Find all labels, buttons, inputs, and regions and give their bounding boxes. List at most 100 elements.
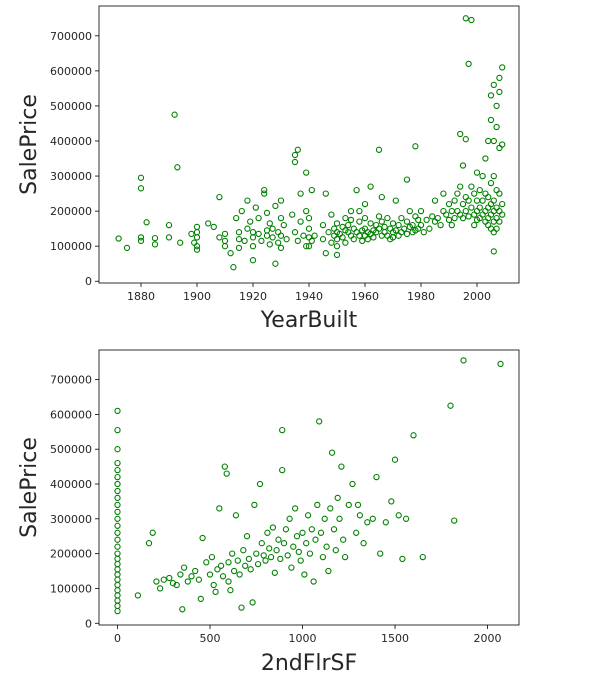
data-point: [203, 559, 210, 566]
data-point: [275, 536, 282, 543]
data-point: [445, 200, 453, 208]
data-point: [258, 540, 265, 547]
data-point: [391, 456, 399, 463]
data-point: [490, 137, 497, 145]
data-point: [166, 574, 173, 582]
data-point: [384, 232, 391, 239]
data-point: [381, 229, 388, 236]
data-point: [330, 526, 338, 533]
data-point: [217, 562, 225, 569]
data-point: [349, 480, 356, 488]
data-point: [210, 223, 217, 231]
data-point: [114, 576, 121, 583]
data-point: [485, 137, 492, 145]
data-point: [459, 162, 467, 169]
y-tick-label: 300000: [50, 513, 92, 526]
data-point: [350, 225, 357, 232]
data-point: [169, 580, 177, 587]
data-point: [338, 463, 345, 470]
data-point: [454, 207, 461, 215]
data-point: [426, 225, 433, 232]
data-point: [445, 216, 453, 224]
data-point: [350, 236, 357, 243]
data-point: [137, 185, 145, 192]
data-point: [114, 571, 121, 578]
data-point: [487, 92, 495, 99]
data-point: [440, 207, 447, 215]
data-point: [342, 239, 349, 246]
data-point: [347, 216, 355, 224]
data-point: [249, 257, 257, 264]
data-point: [252, 204, 259, 211]
data-point: [205, 220, 212, 227]
y-tick-label: 200000: [50, 205, 92, 218]
data-point: [284, 552, 291, 559]
data-point: [447, 402, 454, 409]
data-point: [242, 562, 249, 569]
data-point: [332, 547, 339, 554]
data-point: [339, 223, 346, 231]
data-point: [328, 239, 335, 246]
data-point: [415, 216, 422, 224]
data-point: [227, 250, 234, 257]
data-point: [279, 426, 286, 434]
x-axis-title: 2ndFlrSF: [261, 651, 357, 676]
data-point: [482, 190, 489, 197]
data-point: [354, 501, 362, 509]
data-point: [256, 480, 264, 488]
data-point: [451, 197, 458, 204]
data-point: [188, 230, 195, 238]
data-point: [232, 512, 240, 519]
data-point: [145, 540, 153, 547]
data-point: [490, 207, 497, 215]
data-point: [373, 221, 380, 229]
data-point: [199, 534, 206, 542]
scatter-chart-2ndflrsf: 0 500 1000 1500 2000 0 100000 200000 300000 4000…: [17, 349, 520, 676]
data-point: [437, 221, 444, 229]
data-point: [487, 200, 495, 208]
data-point: [451, 214, 458, 222]
data-point: [465, 60, 472, 68]
data-point: [471, 211, 478, 218]
data-point: [496, 74, 503, 82]
data-point: [230, 567, 238, 575]
data-point: [373, 473, 380, 481]
data-point: [443, 211, 450, 218]
data-point: [487, 225, 495, 232]
data-point: [273, 547, 280, 554]
data-point: [462, 15, 469, 22]
data-point: [277, 244, 285, 252]
data-point: [325, 229, 332, 236]
x-tick-label: 0: [114, 632, 121, 645]
data-point: [496, 88, 503, 96]
data-point: [235, 229, 243, 236]
data-point: [353, 229, 360, 236]
y-axis-title: SalePrice: [17, 94, 42, 195]
data-point: [197, 595, 204, 603]
data-point: [369, 515, 376, 522]
data-point: [280, 221, 287, 229]
data-point: [156, 585, 164, 592]
data-point: [114, 560, 121, 568]
data-point: [356, 207, 363, 215]
data-point: [485, 214, 492, 222]
data-point: [286, 515, 293, 522]
data-point: [173, 581, 180, 589]
data-point: [322, 190, 329, 197]
data-point: [398, 229, 405, 236]
data-point: [184, 578, 191, 585]
data-point: [473, 197, 481, 204]
data-point: [179, 606, 186, 613]
data-point: [249, 599, 256, 606]
data-point: [235, 236, 243, 243]
data-point: [114, 587, 121, 594]
data-point: [223, 470, 230, 477]
data-point: [304, 512, 312, 519]
data-point: [496, 218, 503, 225]
data-point: [487, 116, 495, 124]
data-point: [367, 220, 374, 227]
data-point: [214, 566, 221, 573]
data-point: [496, 190, 503, 197]
data-point: [277, 197, 285, 204]
